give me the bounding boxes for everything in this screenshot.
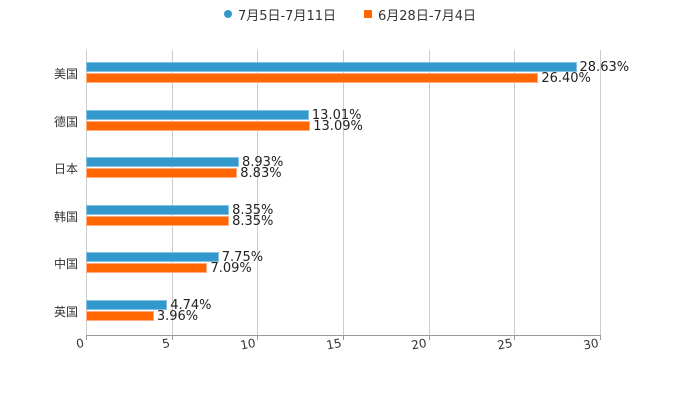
x-tick-label: 20 [410, 336, 428, 353]
gridline [600, 50, 601, 335]
x-tick [428, 335, 430, 340]
data-label: 3.96% [156, 308, 199, 324]
data-label: 7.09% [210, 261, 252, 277]
category-label: 英国 [53, 304, 78, 319]
data-label: 7.75% [221, 250, 264, 266]
x-tick-label: 25 [496, 336, 514, 353]
x-tick-label: 30 [581, 336, 600, 353]
x-tick [514, 335, 516, 340]
data-label: 4.74% [170, 297, 212, 313]
legend-label: 7月5日-7月11日 [237, 8, 336, 24]
bar[interactable] [86, 157, 239, 168]
bar[interactable] [86, 299, 168, 310]
data-label: 13.01% [311, 107, 362, 123]
data-label: 8.35% [232, 202, 274, 218]
bar[interactable] [86, 168, 238, 179]
x-tick [343, 335, 344, 340]
x-tick [600, 335, 601, 340]
plot-area [86, 50, 601, 335]
chart-legend: 7月5日-7月11日 6月28日-7月4日 [0, 4, 700, 24]
gridline [257, 50, 259, 335]
bar[interactable] [86, 204, 230, 215]
bar[interactable] [86, 310, 154, 321]
bar[interactable] [86, 120, 311, 131]
bar[interactable] [86, 62, 577, 73]
gridline [171, 50, 173, 335]
x-tick [86, 335, 87, 340]
bar[interactable] [86, 109, 309, 120]
legend-label: 6月28日-7月4日 [378, 8, 477, 24]
gridline [86, 50, 87, 335]
category-label: 韩国 [53, 209, 78, 224]
data-label: 8.35% [232, 213, 274, 229]
legend-item-series-2[interactable]: 6月28日-7月4日 [364, 5, 476, 24]
data-label: 26.40% [541, 71, 591, 87]
bar[interactable] [86, 73, 539, 84]
x-tick-label: 0 [75, 336, 86, 352]
x-tick [171, 335, 173, 340]
square-marker-icon [364, 10, 372, 18]
data-label: 28.63% [579, 60, 630, 76]
bar[interactable] [86, 252, 219, 263]
category-label: 日本 [53, 162, 78, 177]
x-tick-label: 5 [160, 336, 171, 352]
circle-marker-icon [223, 10, 232, 18]
legend-item-series-1[interactable]: 7月5日-7月11日 [223, 5, 336, 24]
gridline [514, 50, 516, 335]
bar[interactable] [86, 215, 230, 226]
category-label: 中国 [53, 257, 78, 272]
gridline [428, 50, 430, 335]
x-tick [257, 335, 259, 340]
data-label: 8.83% [240, 166, 282, 182]
x-tick-label: 10 [239, 336, 257, 353]
category-label: 美国 [53, 67, 78, 82]
data-label: 13.09% [313, 118, 363, 134]
gridline [343, 50, 344, 335]
bar[interactable] [86, 263, 208, 274]
category-label: 德国 [53, 114, 78, 129]
x-tick-label: 15 [324, 336, 343, 353]
data-label: 8.93% [242, 155, 284, 171]
